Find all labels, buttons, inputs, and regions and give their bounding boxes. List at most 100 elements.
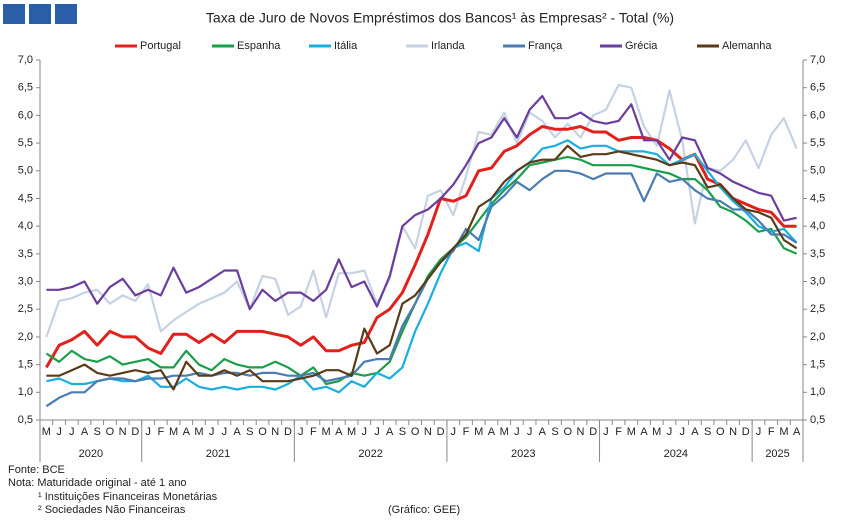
- y-tick-label: 5,0: [18, 165, 33, 177]
- y2-tick-label: 5,5: [810, 137, 825, 149]
- x-tick-label: J: [514, 426, 520, 438]
- x-tick-label: J: [362, 426, 368, 438]
- x-tick-label: J: [209, 426, 215, 438]
- y2-tick-label: 7,0: [810, 54, 825, 66]
- y2-tick-label: 2,0: [810, 331, 825, 343]
- x-tick-label: J: [603, 426, 609, 438]
- x-tick-label: A: [640, 426, 648, 438]
- y-tick-label: 1,5: [18, 359, 33, 371]
- x-tick-label: N: [271, 426, 279, 438]
- y2-tick-label: 4,5: [810, 192, 825, 204]
- x-tick-label: J: [667, 426, 673, 438]
- x-tick-label: M: [347, 426, 356, 438]
- y2-tick-label: 6,0: [810, 109, 825, 121]
- series-line: [46, 94, 797, 311]
- legend-label: Espanha: [237, 40, 281, 52]
- x-tick-label: D: [131, 426, 139, 438]
- source: Fonte: BCE: [8, 464, 65, 476]
- series-line: [45, 169, 798, 408]
- x-tick-label: D: [284, 426, 292, 438]
- x-tick-label: F: [463, 426, 470, 438]
- y2-tick-label: 0,5: [810, 414, 825, 426]
- x-tick-label: N: [729, 426, 737, 438]
- x-tick-label: A: [233, 426, 241, 438]
- x-tick-label: O: [716, 426, 725, 438]
- x-tick-label: O: [411, 426, 420, 438]
- x-tick-label: N: [576, 426, 584, 438]
- x-tick-label: J: [222, 426, 228, 438]
- logo-block: [55, 4, 77, 24]
- x-tick-label: J: [374, 426, 380, 438]
- year-label: 2025: [765, 448, 789, 460]
- y2-tick-label: 2,5: [810, 303, 825, 315]
- y2-tick-label: 5,0: [810, 165, 825, 177]
- x-tick-label: F: [157, 426, 164, 438]
- legend-label: Itália: [334, 40, 358, 52]
- x-tick-label: A: [691, 426, 699, 438]
- x-tick-label: A: [335, 426, 343, 438]
- logo-block: [3, 4, 25, 24]
- y-tick-label: 5,5: [18, 137, 33, 149]
- x-tick-label: F: [615, 426, 622, 438]
- x-tick-label: J: [756, 426, 762, 438]
- x-tick-label: S: [551, 426, 558, 438]
- footnote: ¹ Instituições Financeiras Monetárias: [38, 491, 218, 503]
- legend-label: Alemanha: [722, 40, 772, 52]
- y2-tick-label: 1,0: [810, 386, 825, 398]
- x-tick-label: A: [539, 426, 547, 438]
- x-tick-label: J: [56, 426, 62, 438]
- x-tick-label: J: [527, 426, 533, 438]
- x-tick-label: J: [69, 426, 75, 438]
- legend-label: Irlanda: [431, 40, 466, 52]
- x-tick-label: D: [589, 426, 597, 438]
- footnote: ² Sociedades Não Financeiras: [38, 504, 186, 516]
- year-label: 2020: [79, 448, 103, 460]
- series-line: [45, 155, 798, 386]
- x-tick-label: A: [183, 426, 191, 438]
- y2-tick-label: 6,5: [810, 82, 825, 94]
- y-tick-label: 2,0: [18, 331, 33, 343]
- year-label: 2023: [511, 448, 535, 460]
- x-tick-label: M: [169, 426, 178, 438]
- note: Nota: Maturidade original - até 1 ano: [8, 477, 187, 489]
- x-tick-label: M: [652, 426, 661, 438]
- y-tick-label: 4,5: [18, 192, 33, 204]
- y-tick-label: 0,5: [18, 414, 33, 426]
- y-tick-label: 3,0: [18, 275, 33, 287]
- year-label: 2021: [206, 448, 230, 460]
- x-tick-label: A: [488, 426, 496, 438]
- x-tick-label: M: [322, 426, 331, 438]
- year-label: 2022: [358, 448, 382, 460]
- x-tick-label: F: [768, 426, 775, 438]
- x-tick-label: M: [500, 426, 509, 438]
- y2-tick-label: 3,0: [810, 275, 825, 287]
- x-tick-label: M: [779, 426, 788, 438]
- y2-tick-label: 3,5: [810, 248, 825, 260]
- x-tick-label: A: [386, 426, 394, 438]
- y-tick-label: 4,0: [18, 220, 33, 232]
- x-tick-label: S: [704, 426, 711, 438]
- x-tick-label: D: [742, 426, 750, 438]
- x-tick-label: M: [42, 426, 51, 438]
- x-tick-label: D: [437, 426, 445, 438]
- x-tick-label: F: [310, 426, 317, 438]
- series-line: [46, 144, 798, 391]
- x-tick-label: M: [194, 426, 203, 438]
- x-tick-label: J: [451, 426, 457, 438]
- y-tick-label: 7,0: [18, 54, 33, 66]
- x-tick-label: J: [679, 426, 685, 438]
- x-tick-label: N: [119, 426, 127, 438]
- x-tick-label: N: [424, 426, 432, 438]
- legend-label: Grécia: [625, 40, 658, 52]
- y-tick-label: 2,5: [18, 303, 33, 315]
- x-tick-label: A: [81, 426, 89, 438]
- chart-title: Taxa de Juro de Novos Empréstimos dos Ba…: [206, 10, 674, 26]
- x-tick-label: J: [145, 426, 151, 438]
- series-line: [45, 83, 798, 338]
- x-tick-label: O: [258, 426, 267, 438]
- x-tick-label: S: [94, 426, 101, 438]
- credit: (Gráfico: GEE): [388, 504, 460, 516]
- logo-block: [29, 4, 51, 24]
- x-tick-label: O: [106, 426, 115, 438]
